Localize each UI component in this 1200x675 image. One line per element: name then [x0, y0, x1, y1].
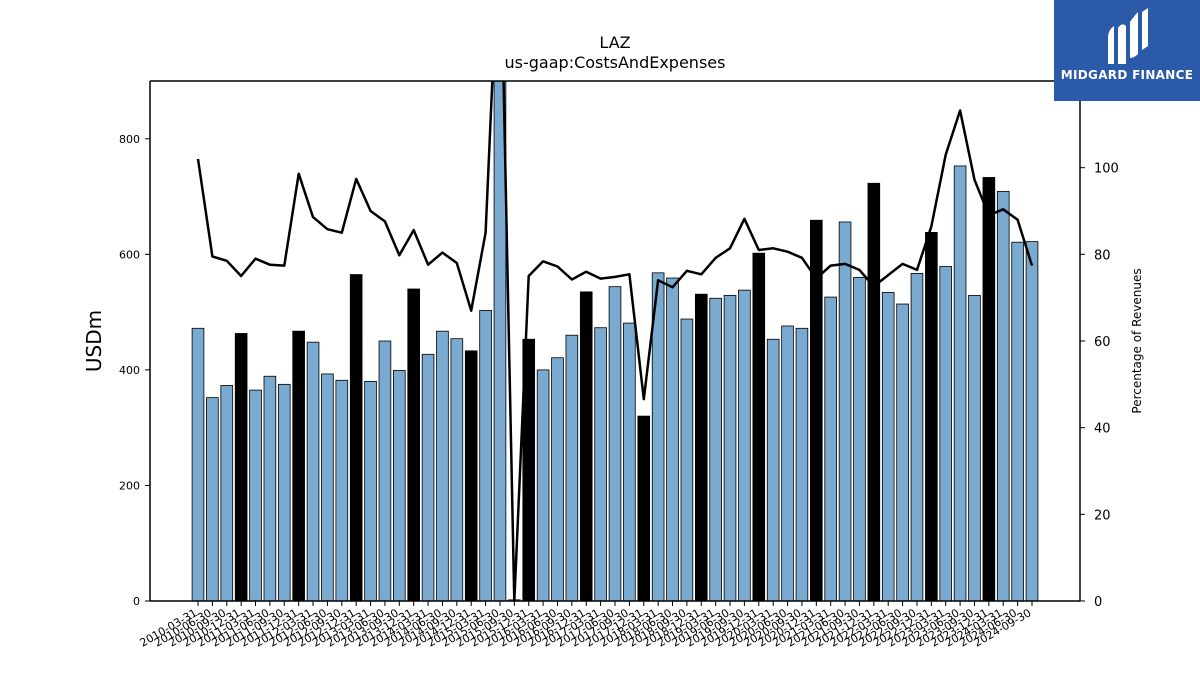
bar [680, 318, 694, 602]
bar [853, 277, 866, 602]
midgard-logo-icon [1108, 8, 1148, 64]
bar [378, 340, 392, 602]
bar-series [191, 81, 1039, 602]
line-series [196, 81, 1034, 602]
bar [910, 272, 924, 602]
bar [436, 330, 449, 602]
bar [881, 292, 895, 602]
y-tick-label: 0 [133, 595, 140, 608]
bar [407, 288, 420, 602]
bar [306, 341, 320, 602]
bar [393, 370, 406, 602]
bar [321, 373, 334, 602]
bar [234, 333, 248, 602]
bar [996, 190, 1010, 602]
brand-name: MIDGARD FINANCE [1060, 68, 1194, 82]
bar [738, 289, 751, 602]
bar [968, 294, 981, 602]
bar [206, 397, 219, 602]
bar [766, 338, 780, 602]
bar [335, 379, 349, 602]
bar [249, 389, 262, 602]
bar [709, 297, 722, 602]
y-axis-left: 0 200 400 600 800 [119, 133, 150, 608]
y-tick-label: 400 [119, 364, 140, 377]
bar [925, 231, 938, 602]
y-right-tick-label: 0 [1094, 595, 1102, 610]
bar [608, 286, 622, 602]
percentage-line [196, 81, 1034, 602]
chart-title: LAZ [599, 33, 630, 52]
y-axis-label-right: Percentage of Revenues [1130, 268, 1144, 413]
bar [450, 338, 464, 602]
bar [781, 325, 794, 602]
bar [594, 327, 607, 602]
bar [479, 309, 492, 602]
bar [191, 327, 205, 602]
bar [838, 221, 852, 602]
y-tick-label: 600 [119, 248, 140, 261]
bar [723, 294, 737, 602]
bar [263, 375, 277, 602]
bar [220, 385, 234, 602]
bar [939, 266, 953, 602]
bar [464, 350, 478, 602]
bar [349, 274, 363, 602]
bar [623, 322, 636, 602]
y-right-tick-label: 80 [1094, 248, 1111, 263]
y-right-tick-label: 100 [1094, 162, 1119, 177]
bar [824, 296, 837, 602]
bar [666, 277, 679, 602]
y-right-tick-label: 40 [1094, 422, 1111, 437]
bar [364, 381, 377, 602]
bar [752, 252, 766, 602]
bar [637, 415, 651, 602]
y-right-tick-label: 20 [1094, 508, 1111, 523]
x-axis: 2010-03-312010-06-302010-09-302010-12-31… [138, 601, 1034, 650]
y-axis-label-left: USDm [82, 310, 106, 372]
bar [551, 357, 564, 602]
bar [867, 182, 881, 602]
bar [536, 369, 550, 602]
bar [277, 383, 291, 602]
bar [579, 291, 593, 602]
bar [1025, 241, 1039, 602]
y-axis-right: 0 20 40 60 80 100 [1080, 162, 1119, 610]
y-tick-label: 800 [119, 133, 140, 146]
chart-subtitle: us-gaap:CostsAndExpenses [505, 53, 726, 72]
bar [421, 353, 435, 602]
bar [694, 293, 708, 602]
bar [896, 303, 909, 602]
bar [982, 177, 996, 602]
brand-logo: MIDGARD FINANCE [1054, 0, 1200, 101]
y-tick-label: 200 [119, 479, 140, 492]
y-right-tick-label: 60 [1094, 335, 1111, 350]
bar [953, 165, 967, 602]
bar [795, 327, 809, 602]
bar [292, 330, 305, 602]
bar [1011, 241, 1024, 602]
bar [565, 334, 579, 602]
